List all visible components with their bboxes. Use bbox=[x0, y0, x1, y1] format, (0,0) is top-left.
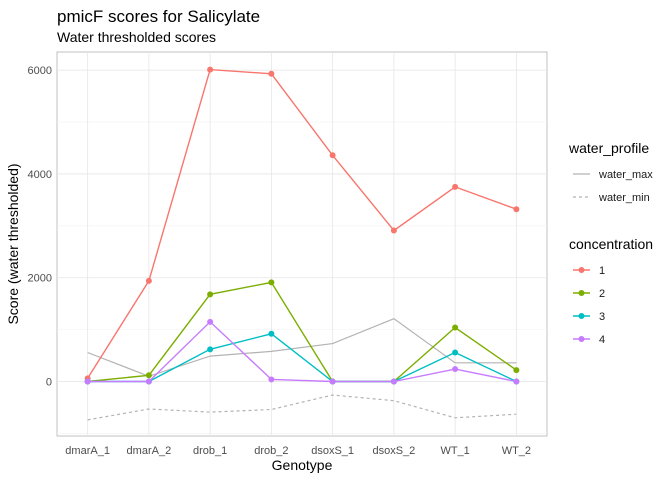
series-line-concentration-1 bbox=[87, 68, 517, 379]
data-point-concentration-1 bbox=[329, 152, 336, 159]
legend-label-concentration-1: 1 bbox=[599, 265, 605, 277]
plot-panel bbox=[56, 51, 548, 437]
series-layer bbox=[84, 66, 520, 421]
series-line-concentration-3 bbox=[87, 333, 517, 383]
data-point-concentration-4 bbox=[390, 378, 397, 385]
data-point-concentration-4 bbox=[513, 378, 520, 385]
data-point-concentration-1 bbox=[268, 70, 275, 77]
legend-key-point-concentration-1 bbox=[578, 267, 585, 273]
data-point-concentration-4 bbox=[207, 318, 214, 325]
data-point-concentration-1 bbox=[390, 227, 397, 234]
data-point-concentration-2 bbox=[207, 291, 214, 298]
y-tick-label: 4000 bbox=[28, 169, 52, 181]
x-tick-label: WT_2 bbox=[502, 445, 531, 457]
data-point-concentration-3 bbox=[207, 346, 214, 353]
data-point-concentration-1 bbox=[513, 206, 520, 213]
x-axis-ticks: dmarA_1 dmarA_2 drob_1 drob_2 dsoxS_1 dsoxS_2… bbox=[65, 445, 531, 457]
data-point-concentration-3 bbox=[452, 349, 459, 356]
legend-key-point-concentration-2 bbox=[578, 290, 585, 296]
x-axis-title: Genotype bbox=[272, 457, 333, 473]
y-axis-title: Score (water thresholded) bbox=[5, 163, 21, 324]
series-line-concentration-4 bbox=[87, 320, 517, 383]
x-tick-label: dsoxS_2 bbox=[372, 445, 415, 457]
y-tick-label: 2000 bbox=[28, 273, 52, 285]
data-point-concentration-4 bbox=[329, 378, 336, 385]
legend-key-point-concentration-3 bbox=[578, 313, 585, 319]
series-line-water_min bbox=[87, 394, 517, 421]
legend-label-water_max: water_max bbox=[598, 169, 653, 181]
legend-title-water-profile: water_profile bbox=[568, 140, 649, 156]
legend-label-concentration-4: 4 bbox=[599, 334, 605, 346]
data-point-concentration-4 bbox=[84, 378, 91, 385]
legend-key-point-concentration-4 bbox=[578, 336, 585, 342]
series-line-water_max bbox=[87, 318, 517, 377]
grid-lines bbox=[57, 52, 547, 436]
chart-subtitle: Water thresholded scores bbox=[57, 29, 216, 45]
x-tick-label: dmarA_1 bbox=[65, 445, 110, 457]
data-point-concentration-2 bbox=[452, 324, 459, 331]
legend-title-concentration: concentration bbox=[569, 236, 653, 252]
legend: water_profile water_max water_min concent… bbox=[568, 140, 653, 346]
data-point-concentration-2 bbox=[268, 279, 275, 286]
x-tick-label: dsoxS_1 bbox=[311, 445, 354, 457]
data-point-concentration-4 bbox=[145, 378, 152, 385]
legend-concentration-items: 1 2 3 4 bbox=[573, 265, 605, 346]
data-point-concentration-1 bbox=[145, 277, 152, 284]
chart-title: pmicF scores for Salicylate bbox=[57, 7, 260, 26]
x-tick-label: drob_1 bbox=[193, 445, 227, 457]
y-axis-ticks: 0 2000 4000 6000 bbox=[28, 65, 52, 388]
x-tick-label: drob_2 bbox=[254, 445, 288, 457]
data-point-concentration-4 bbox=[268, 376, 275, 383]
legend-label-concentration-3: 3 bbox=[599, 311, 605, 323]
x-tick-label: WT_1 bbox=[440, 445, 469, 457]
data-point-concentration-2 bbox=[513, 367, 520, 374]
legend-water-profile-items: water_max water_min bbox=[573, 169, 653, 204]
data-point-concentration-3 bbox=[268, 330, 275, 337]
data-point-concentration-1 bbox=[452, 183, 459, 190]
y-tick-label: 0 bbox=[46, 377, 52, 389]
legend-label-water_min: water_min bbox=[598, 192, 650, 204]
series-line-concentration-2 bbox=[87, 281, 517, 383]
data-point-concentration-4 bbox=[452, 366, 459, 373]
x-tick-label: dmarA_2 bbox=[127, 445, 172, 457]
data-point-concentration-1 bbox=[207, 66, 214, 73]
legend-label-concentration-2: 2 bbox=[599, 288, 605, 300]
data-point-concentration-2 bbox=[145, 372, 152, 379]
y-tick-label: 6000 bbox=[28, 65, 52, 77]
